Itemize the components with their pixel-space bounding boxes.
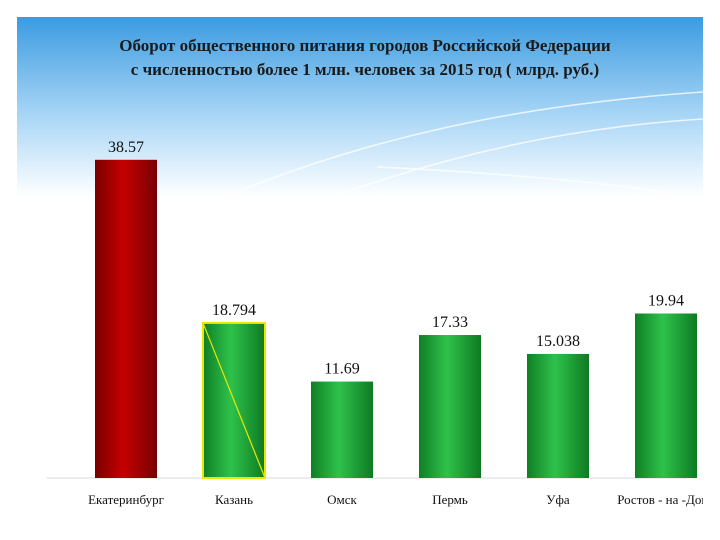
- value-label-1: 18.794: [212, 302, 256, 319]
- category-label-4: Уфа: [546, 492, 570, 507]
- bar-2[interactable]: [311, 381, 373, 478]
- bar-chart: Оборот общественного питания городов Рос…: [17, 17, 703, 507]
- bar-3[interactable]: [419, 335, 481, 478]
- bar-4[interactable]: [527, 353, 589, 478]
- bars-group: [95, 159, 697, 479]
- value-label-2: 11.69: [324, 361, 359, 378]
- value-label-3: 17.33: [432, 314, 468, 331]
- chart-frame: Оборот общественного питания городов Рос…: [17, 17, 703, 520]
- value-label-4: 15.038: [536, 333, 580, 350]
- value-labels-group: 38.57 18.794 11.69 17.33 15.038 19.94: [108, 139, 684, 378]
- bar-0[interactable]: [95, 159, 157, 479]
- value-label-0: 38.57: [108, 139, 144, 156]
- category-label-1: Казань: [215, 492, 253, 507]
- chart-title-line-1: Оборот общественного питания городов Рос…: [119, 36, 611, 55]
- category-label-0: Екатеринбург: [88, 492, 164, 507]
- chart-title-line-2: с численностью более 1 млн. человек за 2…: [131, 60, 599, 79]
- bar-5[interactable]: [635, 313, 697, 478]
- value-label-5: 19.94: [648, 292, 684, 309]
- header-swoosh-lines: [236, 91, 703, 196]
- category-label-5: Ростов - на -Дону: [617, 492, 703, 507]
- category-label-2: Омск: [327, 492, 357, 507]
- category-label-3: Пермь: [432, 492, 468, 507]
- bar-selection-diagonal: [202, 322, 266, 479]
- category-labels-group: Екатеринбург Казань Омск Пермь Уфа Ростов - н…: [88, 492, 703, 507]
